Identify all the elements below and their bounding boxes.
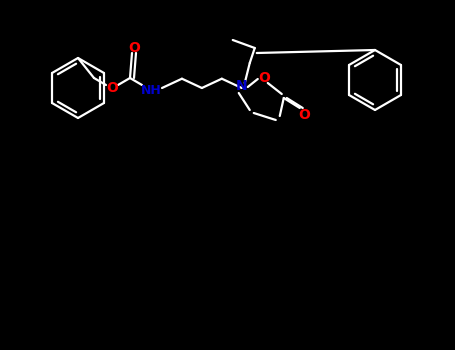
Text: O: O	[128, 41, 140, 55]
Text: N: N	[236, 79, 248, 93]
Text: O: O	[258, 71, 270, 85]
Text: NH: NH	[141, 84, 162, 98]
Text: O: O	[298, 108, 310, 122]
Text: O: O	[106, 81, 118, 95]
